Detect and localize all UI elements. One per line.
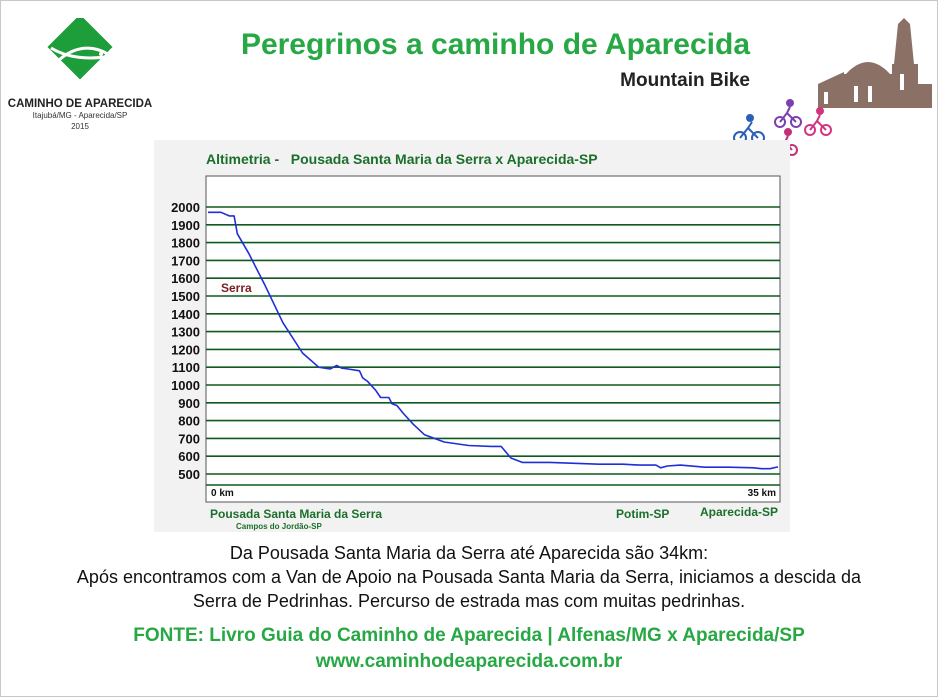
place-potim-label: Potim-SP [616, 507, 669, 521]
org-name: CAMINHO DE APARECIDA [7, 98, 153, 110]
chart-title: Altimetria - Pousada Santa Maria da Serr… [206, 151, 598, 167]
y-tick-label-700: 700 [178, 431, 200, 446]
description-line-3: Serra de Pedrinhas. Percurso de estrada … [192, 591, 746, 611]
x-tick-end: 35 km [748, 488, 776, 499]
y-tick-label-1800: 1800 [171, 236, 200, 251]
y-tick-label-1600: 1600 [171, 271, 200, 286]
altimetry-chart: Altimetria - Pousada Santa Maria da Serr… [154, 140, 790, 532]
y-tick-label-1000: 1000 [171, 378, 200, 393]
place-start-label: Pousada Santa Maria da Serra [210, 507, 382, 521]
y-tick-label-1200: 1200 [171, 342, 200, 357]
y-tick-label-1400: 1400 [171, 307, 200, 322]
annotation-serra: Serra [221, 281, 252, 295]
y-tick-label-900: 900 [178, 396, 200, 411]
org-year: 2015 [71, 122, 89, 131]
x-tick-start: 0 km [211, 488, 234, 499]
elevation-series [208, 211, 779, 470]
basilica-cyclists-illustration [733, 18, 932, 156]
page-title: Peregrinos a caminho de Aparecida [240, 28, 750, 61]
grid-lines [206, 206, 780, 486]
source-website-link[interactable]: www.caminhodeaparecida.com.br [315, 651, 623, 672]
plot-area [205, 175, 781, 503]
description-line-1: Da Pousada Santa Maria da Serra até Apar… [229, 543, 709, 563]
org-location: Itajubá/MG - Aparecida/SP [32, 111, 128, 120]
fish-logo-icon [47, 18, 113, 80]
page-subtitle: Mountain Bike [620, 70, 750, 91]
altimetry-chart-svg: Altimetria - Pousada Santa Maria da Serr… [171, 151, 781, 531]
place-start-sublabel: Campos do Jordão-SP [236, 522, 322, 531]
y-tick-labels: 2000 1900 1800 1700 1600 1500 1400 1300 1200 1100… [171, 200, 200, 482]
place-aparecida-label: Aparecida-SP [700, 505, 778, 519]
y-tick-label-1700: 1700 [171, 253, 200, 268]
source-line: FONTE: Livro Guia do Caminho de Aparecid… [133, 625, 805, 646]
y-tick-label-2000: 2000 [171, 200, 200, 215]
basilica-icon [818, 18, 932, 108]
y-tick-label-800: 800 [178, 414, 200, 429]
y-tick-label-500: 500 [178, 467, 200, 482]
y-tick-label-1100: 1100 [172, 360, 200, 375]
y-tick-label-1500: 1500 [171, 289, 200, 304]
description-line-2: Após encontramos com a Van de Apoio na P… [76, 567, 862, 587]
cyclist-pink-icon [804, 107, 832, 136]
y-tick-label-600: 600 [178, 449, 200, 464]
elevation-line [208, 211, 779, 470]
y-tick-label-1300: 1300 [171, 325, 200, 340]
y-tick-label-1900: 1900 [171, 218, 200, 233]
org-logo-block: CAMINHO DE APARECIDA Itajubá/MG - Aparec… [0, 18, 160, 148]
cyclist-purple-icon [774, 99, 802, 128]
